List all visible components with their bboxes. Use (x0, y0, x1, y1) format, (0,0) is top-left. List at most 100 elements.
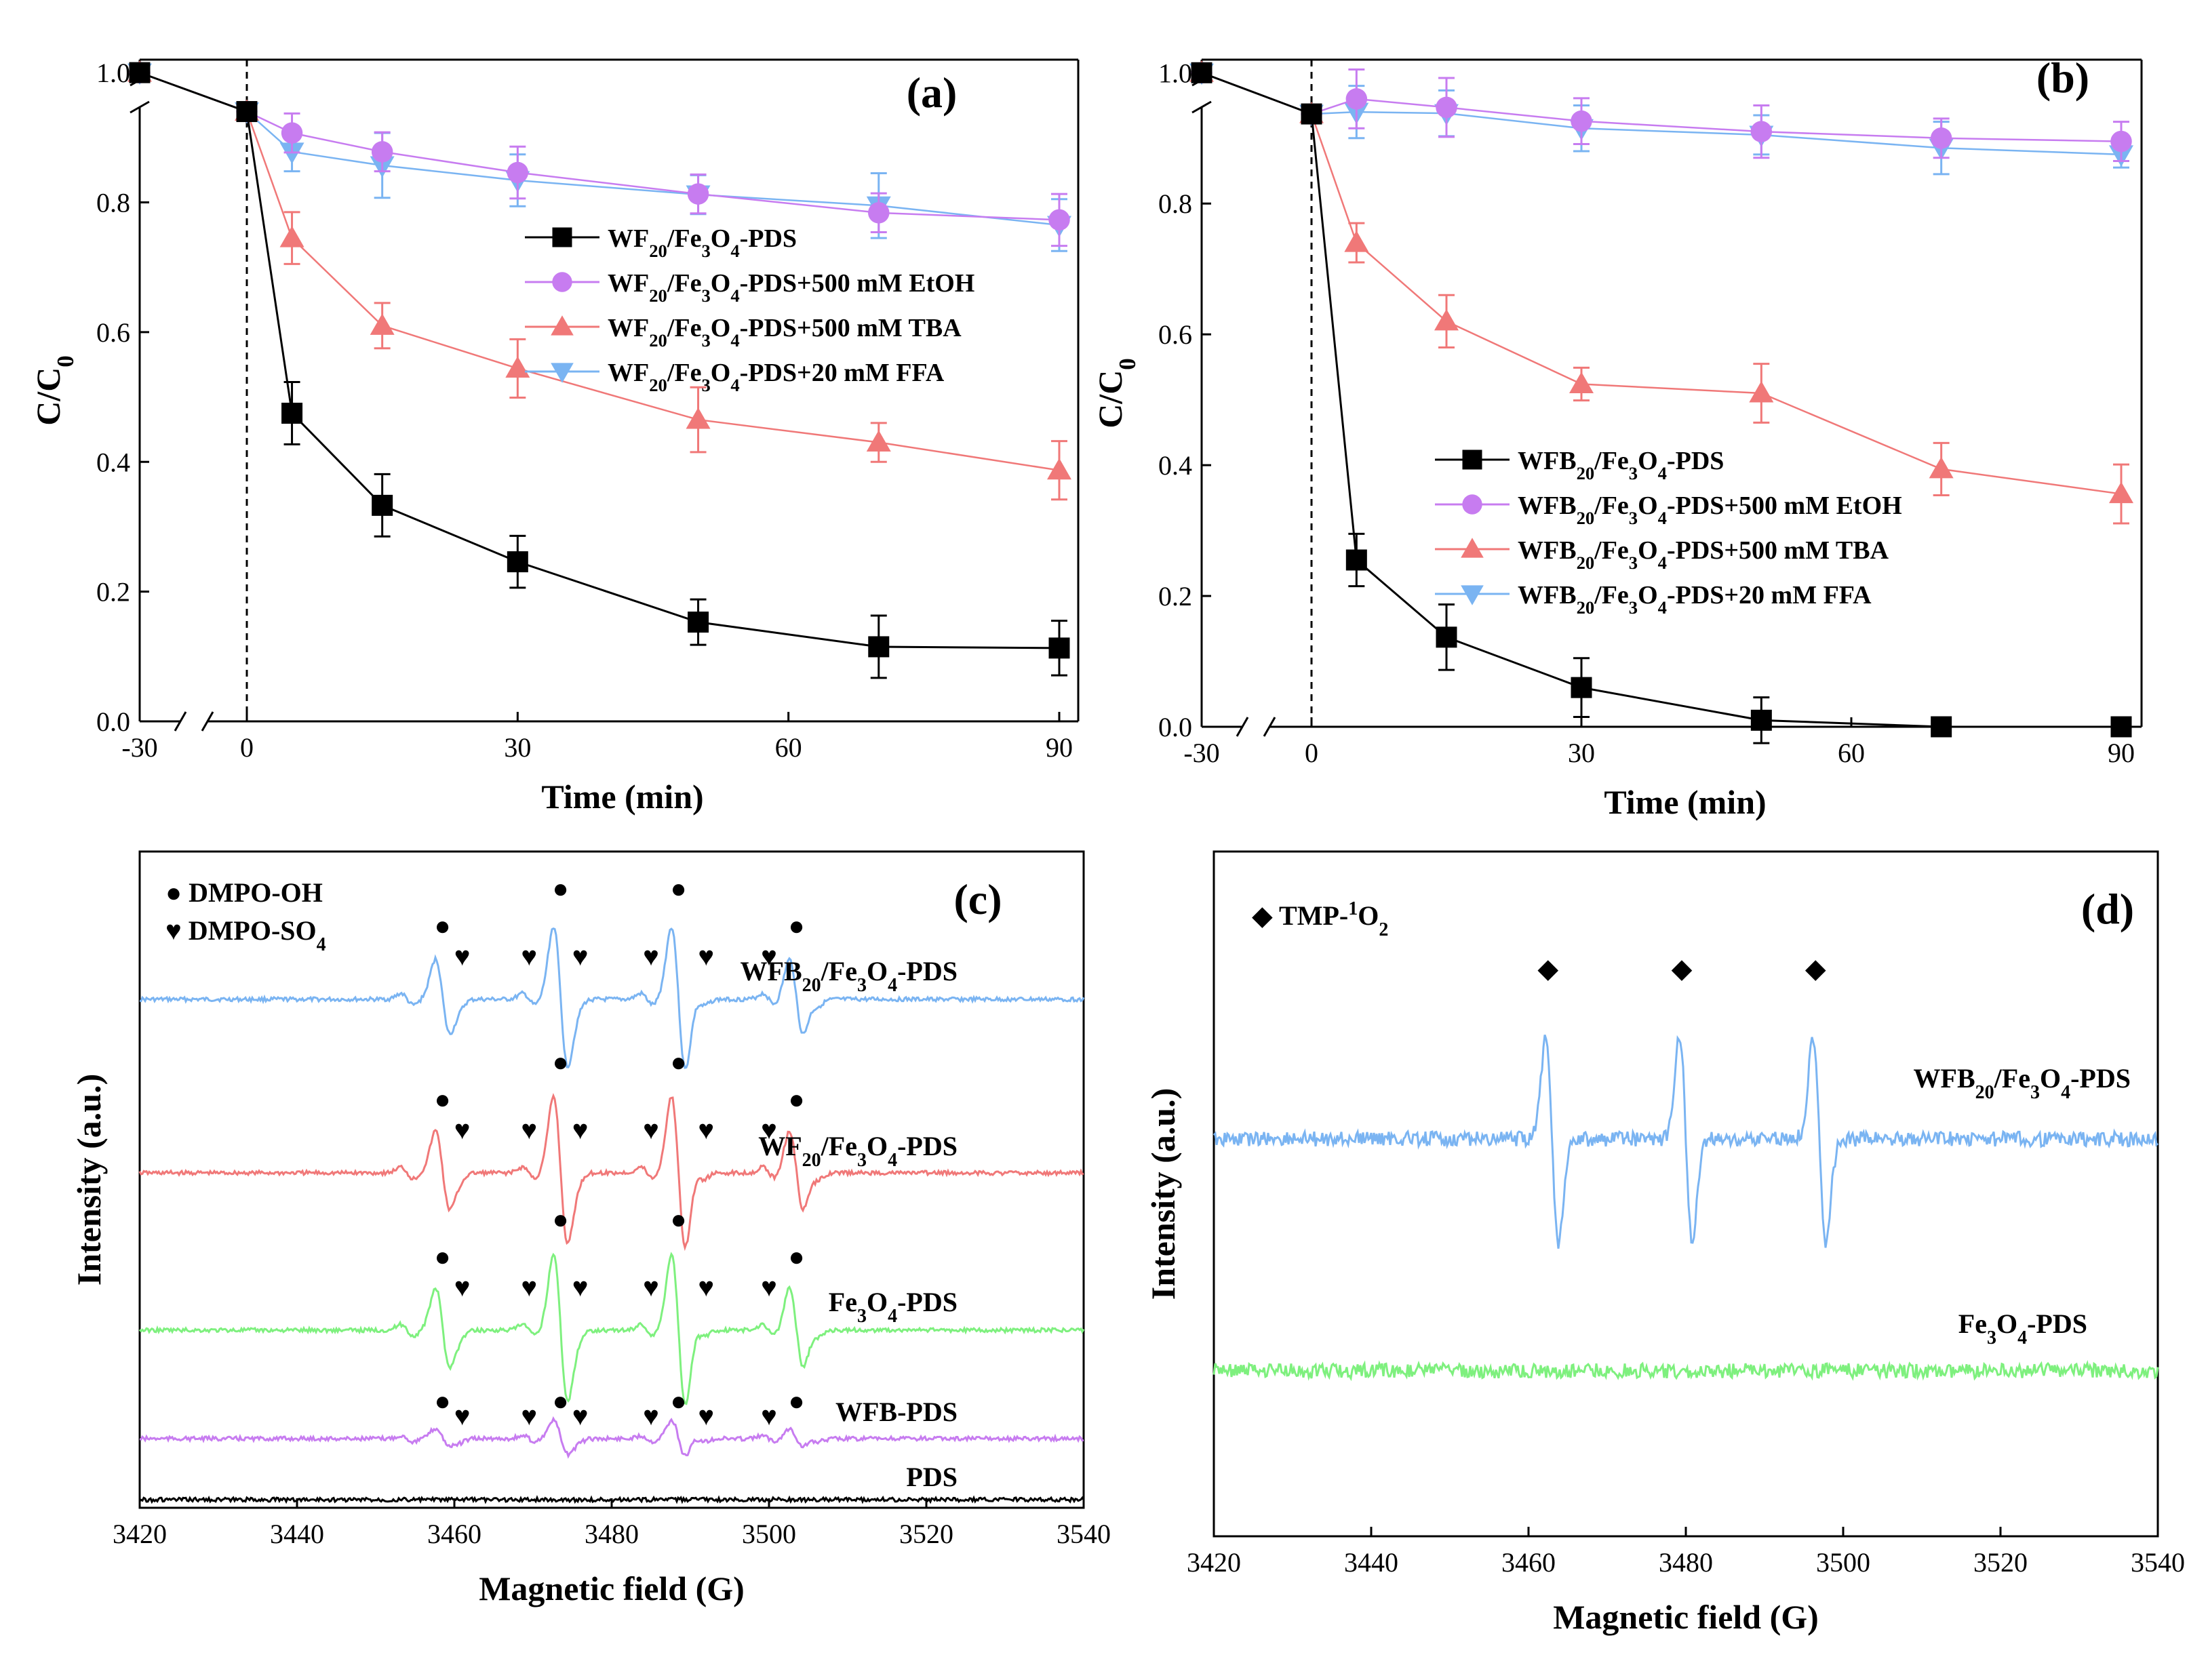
data-point (1930, 127, 1952, 149)
oh-peak-marker: ● (671, 873, 687, 904)
spectrum-label: WF20/Fe3O4-PDS (758, 1131, 958, 1171)
data-point (1750, 121, 1773, 142)
x-axis-label: Magnetic field (G) (1553, 1598, 1819, 1636)
data-point (1436, 626, 1457, 648)
y-tick-label: 0.0 (1158, 712, 1192, 742)
so4-peak-marker: ♥ (454, 1115, 471, 1145)
y-axis-label: Intensity (a.u.) (1144, 1088, 1182, 1300)
so4-peak-marker: ♥ (698, 1115, 714, 1145)
legend-marker (552, 272, 572, 292)
data-point (505, 356, 530, 378)
legend-label: WFB20/Fe3O4-PDS+500 mM TBA (1518, 536, 1889, 573)
oh-peak-marker: ● (553, 1047, 569, 1077)
x-tick-label: 3500 (1816, 1547, 1870, 1578)
oh-peak-marker: ● (789, 1084, 805, 1115)
y-tick-label: 0.2 (96, 577, 130, 607)
so4-peak-marker: ♥ (572, 1115, 589, 1145)
so4-peak-marker: ♥ (521, 941, 537, 972)
epr-spectrum (139, 927, 1085, 1069)
so4-peak-marker: ♥ (521, 1401, 537, 1431)
data-point (2110, 716, 2132, 738)
legend-label: WF20/Fe3O4-PDS+500 mM TBA (608, 314, 962, 351)
panel-label: (c) (953, 875, 1002, 923)
y-tick-label: 0.0 (96, 706, 130, 737)
tmp-peak-marker: ◆ (1537, 953, 1558, 984)
x-tick-label: 3440 (270, 1519, 324, 1549)
x-tick-label: 0 (240, 732, 254, 763)
legend-marker (552, 227, 572, 247)
data-point (687, 183, 709, 205)
x-tick-label: 3440 (1344, 1547, 1398, 1578)
so4-peak-marker: ♥ (761, 1401, 777, 1431)
x-tick-label: 3520 (899, 1519, 953, 1549)
so4-peak-marker: ♥ (761, 1115, 777, 1145)
legend-tmp: ◆ TMP-1O2 (1252, 898, 1388, 940)
panel-d-plot: 3420 3440 3460 3480 3500 3520 3540 Magnetic fie… (1144, 850, 2185, 1636)
oh-peak-marker: ● (671, 1204, 687, 1235)
x-tick-label: 3480 (585, 1519, 639, 1549)
data-point (1344, 231, 1369, 252)
data-point (1301, 103, 1322, 125)
data-point (1436, 96, 1457, 119)
series-line (1201, 72, 2122, 495)
data-point (1571, 677, 1592, 698)
so4-peak-marker: ♥ (643, 1401, 659, 1431)
panel-label: (a) (907, 68, 958, 117)
epr-spectrum (139, 1416, 1084, 1459)
oh-peak-marker: ● (435, 1084, 451, 1115)
data-point (129, 62, 151, 83)
data-point (868, 636, 890, 658)
so4-peak-marker: ♥ (643, 1272, 659, 1302)
data-point (372, 494, 393, 516)
legend-label: WF20/Fe3O4-PDS+500 mM EtOH (608, 269, 974, 306)
data-point (868, 202, 890, 224)
so4-peak-marker: ♥ (454, 1401, 471, 1431)
x-tick-label: 3460 (427, 1519, 481, 1549)
y-tick-label: 0.8 (96, 188, 130, 218)
spectrum-label: Fe3O4-PDS (829, 1287, 958, 1327)
epr-spectrum (138, 1252, 1085, 1405)
legend-label: WF20/Fe3O4-PDS+20 mM FFA (608, 359, 945, 395)
oh-peak-marker: ● (789, 1241, 805, 1272)
spectrum-label: PDS (906, 1462, 958, 1492)
data-point (1931, 716, 1952, 738)
data-point (1749, 381, 1774, 403)
data-point (1191, 62, 1213, 83)
so4-peak-marker: ♥ (698, 1401, 714, 1431)
legend-marker (551, 363, 574, 383)
data-point (1569, 372, 1594, 393)
oh-peak-marker: ● (553, 1204, 569, 1235)
oh-peak-marker: ● (435, 911, 451, 941)
data-point (507, 551, 528, 573)
so4-peak-marker: ♥ (761, 1272, 777, 1302)
spectrum-label: WFB20/Fe3O4-PDS (1914, 1063, 2131, 1103)
x-tick-label: 3500 (742, 1519, 796, 1549)
panel-a-plot: -30 0 30 60 90 0.0 0.2 0.4 0.6 0.8 1.0 Time (min) C/… (29, 58, 1080, 816)
oh-peak-marker: ● (789, 1386, 805, 1416)
x-tick-label: 3520 (1973, 1547, 2028, 1578)
panel-label: (b) (2036, 54, 2089, 102)
x-axis-label: Time (min) (1604, 783, 1766, 821)
oh-peak-marker: ● (789, 911, 805, 941)
tmp-peak-marker: ◆ (1672, 953, 1693, 984)
data-point (1434, 308, 1459, 331)
y-tick-label: 1.0 (1158, 58, 1192, 88)
data-point (688, 612, 709, 633)
oh-peak-marker: ● (435, 1386, 451, 1416)
data-point (866, 430, 891, 452)
legend-dmpo-so4: ♥ DMPO-SO4 (165, 915, 326, 955)
spectrum-label: WFB20/Fe3O4-PDS (741, 956, 958, 996)
data-point (281, 122, 303, 144)
legend-marker (551, 315, 574, 336)
legend-label: WFB20/Fe3O4-PDS+20 mM FFA (1518, 581, 1872, 618)
tmp-peak-marker: ◆ (1805, 953, 1826, 984)
y-tick-label: 0.6 (96, 317, 130, 348)
legend-dmpo-oh: ● DMPO-OH (165, 877, 323, 908)
data-point (507, 161, 529, 184)
oh-peak-marker: ● (435, 1241, 451, 1272)
so4-peak-marker: ♥ (698, 1272, 714, 1302)
x-tick-label: 3540 (2131, 1547, 2185, 1578)
y-tick-label: 0.8 (1158, 188, 1192, 219)
x-tick-label: 30 (504, 732, 531, 763)
data-point (1571, 110, 1592, 132)
